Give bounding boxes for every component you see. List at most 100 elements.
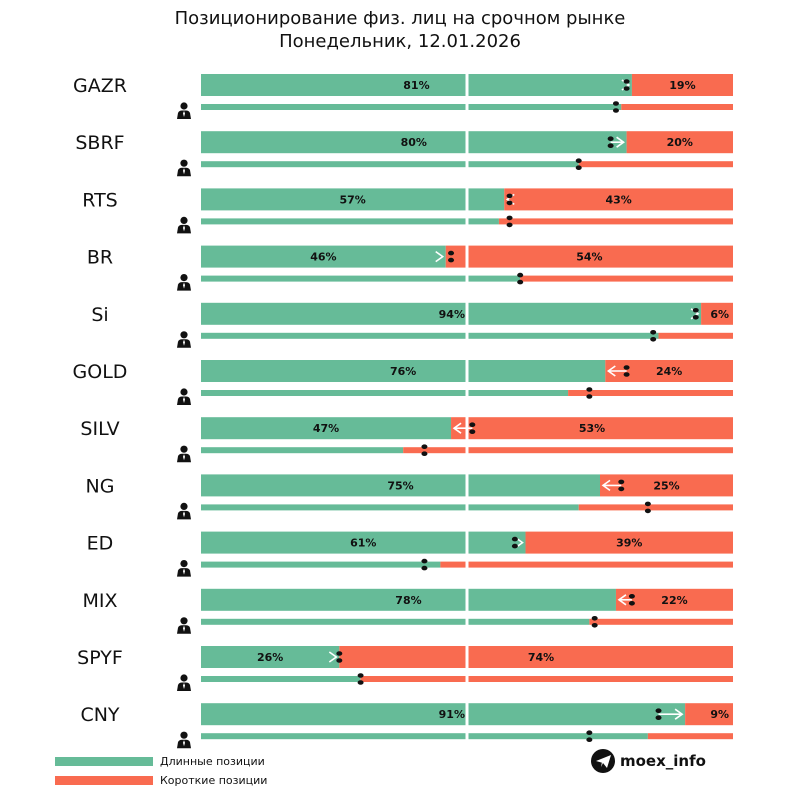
short-pct-label-si: 6% xyxy=(710,308,729,321)
short-bar-ed xyxy=(525,531,733,554)
person-icon xyxy=(177,102,191,119)
center-divider xyxy=(465,529,469,570)
change-arrow-head-spyf xyxy=(328,651,338,663)
secondary-long-bar-mix xyxy=(201,618,590,625)
person-icon-tie xyxy=(183,740,185,747)
prev-marker-ng-bottom xyxy=(618,486,625,492)
secondary-marker-si-top xyxy=(650,330,657,335)
person-icon-tie xyxy=(183,168,185,175)
secondary-marker-si-bottom xyxy=(650,337,657,342)
prev-marker-sbrf-bottom xyxy=(607,143,614,148)
person-icon-tie xyxy=(183,683,185,689)
secondary-marker-spyf-top xyxy=(357,673,364,678)
short-pct-label-silv: 53% xyxy=(579,422,605,435)
prev-marker-ed-top xyxy=(511,536,518,542)
center-divider xyxy=(465,358,469,398)
secondary-marker-silv xyxy=(421,444,428,457)
person-icon-tie xyxy=(183,454,185,461)
person-icon xyxy=(177,445,191,463)
chart-title: Позиционирование физ. лиц на срочном рын… xyxy=(175,8,626,29)
person-icon xyxy=(177,274,191,291)
short-pct-label-ed: 39% xyxy=(616,537,642,550)
secondary-long-bar-sbrf xyxy=(201,161,579,168)
person-icon-tie xyxy=(183,282,185,289)
secondary-marker-mix xyxy=(591,616,598,628)
secondary-marker-cny-bottom xyxy=(586,737,593,742)
prev-marker-si-top xyxy=(692,308,699,313)
secondary-marker-gold-top xyxy=(586,387,593,392)
center-divider xyxy=(465,129,469,170)
short-bar-mix xyxy=(615,588,733,611)
ticker-label-ed: ED xyxy=(87,533,114,555)
secondary-marker-gold-bottom xyxy=(586,394,593,399)
center-divider xyxy=(465,186,469,227)
prev-marker-gazr xyxy=(623,79,630,91)
secondary-short-bar-sbrf xyxy=(578,161,733,168)
secondary-short-bar-silv xyxy=(403,447,733,454)
legend: Длинные позиции Короткие позиции xyxy=(55,755,267,787)
ticker-label-spyf: SPYF xyxy=(77,647,123,669)
person-icon xyxy=(177,674,191,691)
short-pct-label-gazr: 19% xyxy=(669,79,695,92)
legend-swatch-short xyxy=(55,776,153,785)
prev-marker-si xyxy=(692,308,699,320)
prev-marker-ed-bottom xyxy=(511,543,518,549)
legend-label-long: Длинные позиции xyxy=(160,755,265,768)
secondary-marker-rts-top xyxy=(506,215,513,221)
long-bar-cny xyxy=(201,703,686,726)
secondary-marker-sbrf-bottom xyxy=(575,165,582,170)
short-bar-cny xyxy=(685,703,733,726)
secondary-short-bar-spyf xyxy=(360,676,733,682)
ticker-label-gazr: GAZR xyxy=(73,75,127,97)
short-pct-label-rts: 43% xyxy=(605,193,631,206)
center-divider xyxy=(465,415,469,456)
person-icon xyxy=(177,216,191,234)
prev-marker-rts-bottom xyxy=(506,200,513,206)
long-bar-gold xyxy=(201,360,606,382)
long-bar-silv xyxy=(201,417,452,440)
long-pct-label-rts: 57% xyxy=(339,193,365,206)
secondary-marker-silv-top xyxy=(421,444,428,450)
secondary-short-bar-ng xyxy=(578,504,733,511)
secondary-marker-spyf xyxy=(357,673,364,685)
change-arrow-head-cny xyxy=(674,708,684,720)
prev-marker-silv-bottom xyxy=(469,429,476,435)
secondary-marker-silv-bottom xyxy=(421,451,428,457)
secondary-marker-ng xyxy=(644,501,651,514)
prev-marker-cny xyxy=(655,708,662,720)
secondary-marker-sbrf xyxy=(575,158,582,170)
secondary-marker-ed xyxy=(421,558,428,571)
person-icon-tie xyxy=(183,625,185,632)
chart-subtitle: Понедельник, 12.01.2026 xyxy=(279,31,521,52)
secondary-long-bar-gazr xyxy=(201,104,622,110)
person-icon-head xyxy=(180,502,188,510)
secondary-short-bar-gold xyxy=(568,390,733,396)
secondary-marker-rts xyxy=(506,215,513,228)
prev-marker-cny-top xyxy=(655,708,662,713)
short-pct-label-sbrf: 20% xyxy=(667,136,693,149)
prev-marker-gazr-top xyxy=(623,79,630,84)
secondary-marker-mix-top xyxy=(591,616,598,621)
long-bar-sbrf xyxy=(201,131,627,154)
long-pct-label-spyf: 26% xyxy=(257,651,283,664)
change-arrow-head-gold xyxy=(606,365,616,377)
secondary-marker-br-bottom xyxy=(517,279,524,285)
long-pct-label-ng: 75% xyxy=(387,479,413,492)
prev-marker-silv-top xyxy=(469,422,476,428)
prev-marker-gold-bottom xyxy=(623,372,630,377)
prev-marker-spyf-top xyxy=(336,651,343,656)
secondary-long-bar-cny xyxy=(201,733,648,740)
long-bar-spyf xyxy=(201,646,340,668)
prev-marker-cny-bottom xyxy=(655,715,662,720)
person-icon-tie xyxy=(183,225,185,232)
secondary-long-bar-rts xyxy=(201,218,499,225)
person-icon-head xyxy=(180,159,188,167)
center-divider xyxy=(465,243,469,284)
person-icon-head xyxy=(180,674,188,682)
long-bar-rts xyxy=(201,188,505,211)
secondary-short-bar-gazr xyxy=(621,104,733,110)
person-icon-head xyxy=(180,617,188,625)
ticker-label-br: BR xyxy=(87,247,113,269)
person-icon xyxy=(177,731,191,749)
short-pct-label-br: 54% xyxy=(576,251,602,264)
